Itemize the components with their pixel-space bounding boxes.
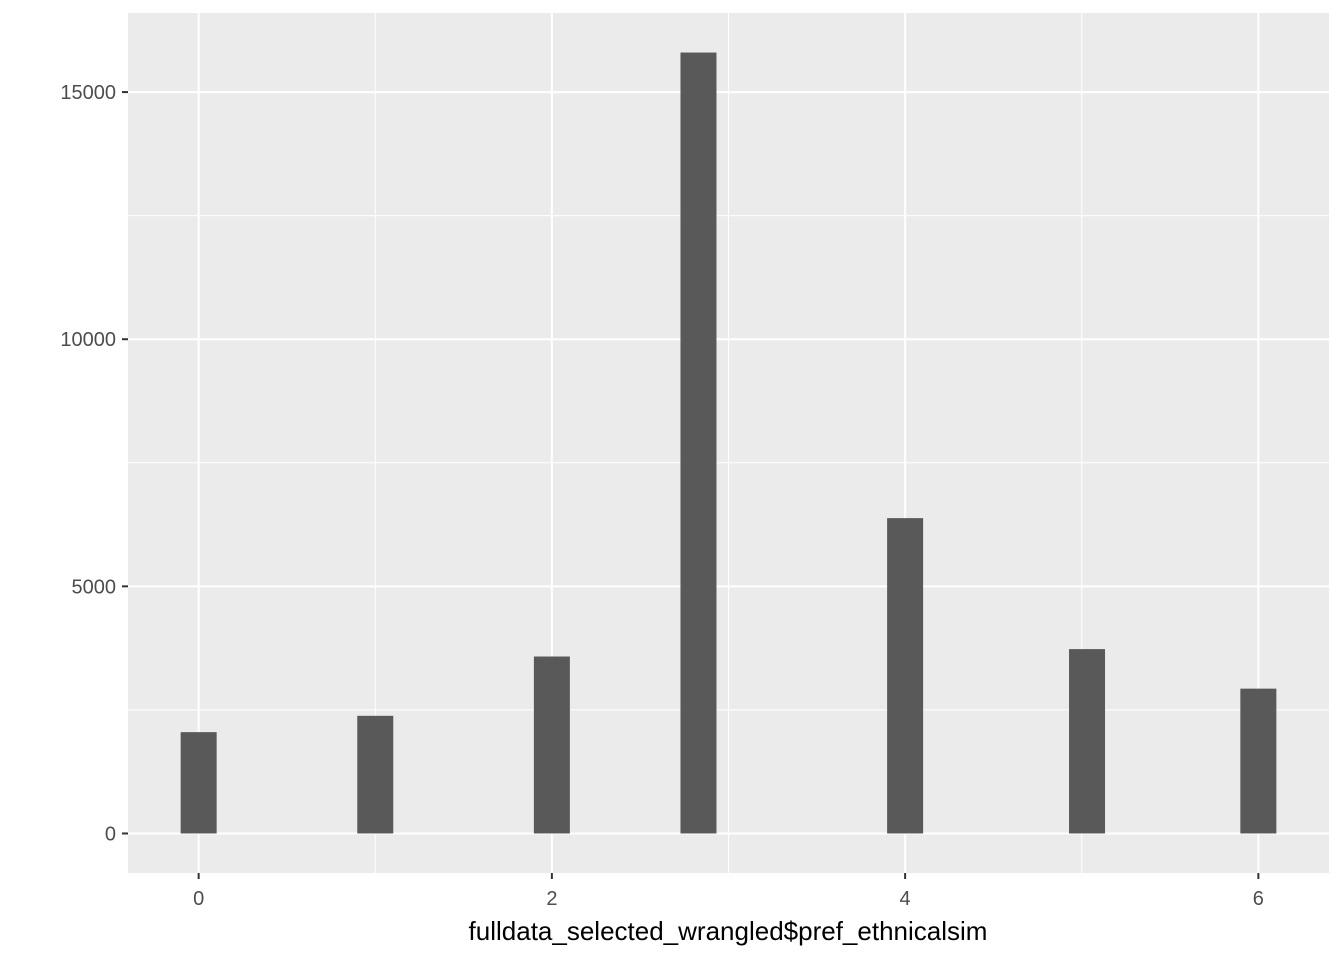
x-axis: 0 2 4 6 <box>193 873 1264 910</box>
bar <box>680 52 717 834</box>
grid-major <box>128 13 1329 873</box>
y-tick-label: 5000 <box>72 576 117 598</box>
bars <box>180 52 1277 834</box>
x-axis-title: fulldata_selected_wrangled$pref_ethnical… <box>469 916 988 946</box>
y-tick-label: 15000 <box>60 82 116 104</box>
bar <box>180 732 217 834</box>
y-axis: 0 5000 10000 15000 <box>60 82 128 845</box>
y-tick-label: 10000 <box>60 329 116 351</box>
bar <box>1069 649 1106 834</box>
bar <box>357 715 394 834</box>
bar <box>887 518 924 834</box>
bar <box>533 656 570 834</box>
x-tick-label: 0 <box>193 888 204 910</box>
y-tick-label: 0 <box>105 823 116 845</box>
bar <box>1240 688 1277 834</box>
x-tick-label: 6 <box>1253 888 1264 910</box>
x-tick-label: 4 <box>900 888 911 910</box>
x-tick-label: 2 <box>546 888 557 910</box>
